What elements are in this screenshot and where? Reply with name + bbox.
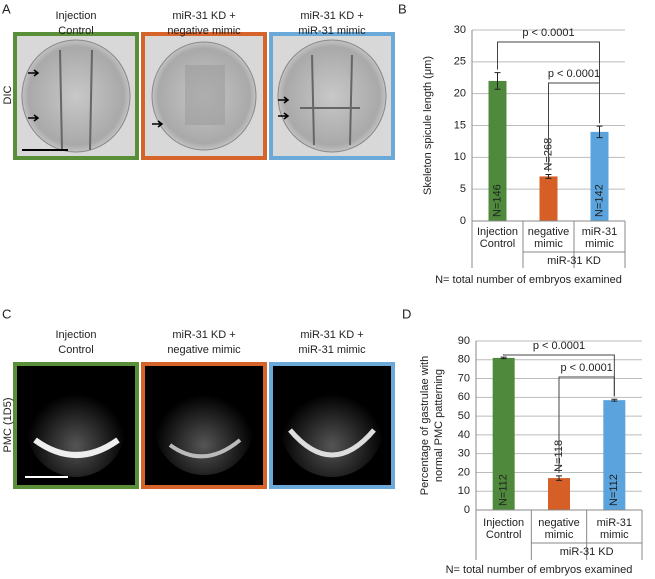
column-header: miR-31 KD + [300, 329, 363, 341]
y-tick-label: 60 [458, 391, 470, 403]
significance-bracket [548, 82, 600, 172]
panel-label: D [402, 306, 411, 321]
column-header: Injection [56, 329, 97, 341]
x-tick-label: Control [486, 529, 521, 541]
error-bar [596, 125, 603, 139]
bar-label: N=112 [608, 474, 620, 506]
column-header: miR-31 KD + [300, 10, 363, 22]
bar [603, 400, 626, 510]
y-tick-label: 70 [458, 372, 470, 384]
bar [488, 80, 507, 221]
significance-bracket [503, 354, 615, 397]
y-tick-label: 80 [458, 354, 470, 366]
column-header: miR-31 mimic [298, 25, 366, 37]
group-label: miR-31 KD [547, 255, 601, 267]
y-axis-label: Percentage of gastrulae with [419, 356, 431, 495]
panel-label: A [2, 1, 11, 16]
column-header: negative mimic [167, 25, 241, 37]
bar-label: N=142 [593, 184, 605, 217]
pmc-images [13, 362, 395, 489]
panel-label: C [2, 306, 11, 321]
significance-label: p < 0.0001 [533, 340, 585, 352]
y-axis-label: Skeleton spicule length (μm) [422, 56, 434, 195]
column-header: Control [58, 344, 93, 356]
error-bar [500, 356, 507, 360]
x-tick-label: negative [538, 517, 580, 529]
x-tick-label: mimic [545, 529, 574, 541]
dic-images [13, 32, 395, 160]
significance-bracket [558, 376, 615, 473]
x-tick-label: mimic [600, 529, 629, 541]
y-tick-label: 20 [454, 88, 466, 100]
y-tick-label: 30 [458, 448, 470, 460]
y-tick-label: 10 [458, 485, 470, 497]
row-label: DIC [2, 85, 14, 104]
x-tick-label: Control [480, 238, 515, 250]
x-tick-label: Injection [477, 226, 518, 238]
error-bar [556, 475, 562, 481]
bar-label: N=112 [498, 474, 510, 506]
error-bar [545, 174, 552, 179]
y-tick-label: 5 [460, 183, 466, 195]
y-tick-label: 0 [464, 504, 470, 516]
group-label: miR-31 KD [560, 546, 614, 558]
y-tick-label: 40 [458, 429, 470, 441]
bar [548, 478, 570, 510]
x-tick-label: negative [528, 226, 570, 238]
column-header: Injection [56, 10, 97, 22]
x-tick-label: mimic [585, 238, 614, 250]
significance-label: p < 0.0001 [548, 68, 600, 80]
note: N= total number of embryos examined [435, 274, 622, 286]
y-tick-label: 90 [458, 335, 470, 347]
column-header: miR-31 mimic [298, 344, 366, 356]
y-tick-label: 50 [458, 410, 470, 422]
error-bar [494, 72, 501, 90]
column-header: miR-31 KD + [172, 10, 235, 22]
y-axis-label: normal PMC patterning [433, 369, 445, 482]
bar-label: N=146 [491, 184, 503, 217]
x-tick-label: miR-31 [582, 226, 617, 238]
note: N= total number of embryos examined [446, 564, 633, 576]
row-label: PMC (1D5) [2, 397, 14, 452]
significance-label: p < 0.0001 [561, 362, 613, 374]
error-bar [611, 398, 618, 402]
column-header: miR-31 KD + [172, 329, 235, 341]
significance-label: p < 0.0001 [522, 27, 574, 39]
bar [492, 357, 515, 510]
y-tick-label: 20 [458, 466, 470, 478]
y-tick-label: 0 [460, 215, 466, 227]
bar [539, 176, 558, 221]
y-tick-label: 25 [454, 56, 466, 68]
y-tick-label: 30 [454, 24, 466, 36]
panel-label: B [398, 1, 407, 16]
x-tick-label: mimic [534, 238, 563, 250]
x-tick-label: miR-31 [597, 517, 632, 529]
column-header: negative mimic [167, 344, 241, 356]
column-header: Control [58, 25, 93, 37]
x-tick-label: Injection [483, 517, 524, 529]
bar [590, 131, 609, 221]
y-tick-label: 10 [454, 151, 466, 163]
y-tick-label: 15 [454, 119, 466, 131]
